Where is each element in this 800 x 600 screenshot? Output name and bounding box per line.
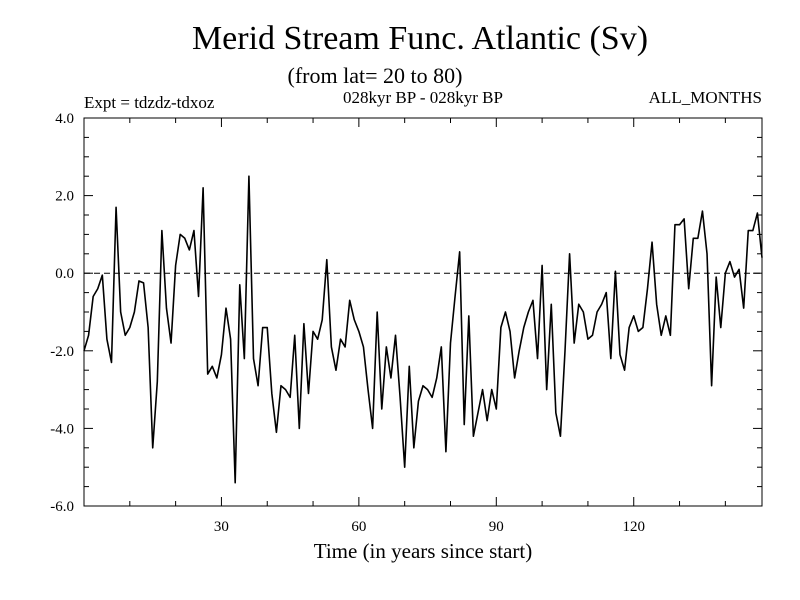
y-tick-label: 2.0 <box>55 189 74 205</box>
period-label: 028kyr BP - 028kyr BP <box>343 88 503 107</box>
x-tick-label: 30 <box>214 519 229 535</box>
y-tick-label: 0.0 <box>55 266 74 282</box>
chart-title: Merid Stream Func. Atlantic (Sv) <box>192 20 648 57</box>
months-label: ALL_MONTHS <box>649 88 762 107</box>
x-tick-label: 90 <box>489 519 504 535</box>
y-tick-label: -4.0 <box>50 421 74 437</box>
chart-subtitle: (from lat= 20 to 80) <box>288 63 463 88</box>
data-series-line <box>83 175 763 484</box>
plot-frame <box>83 117 763 507</box>
y-tick-label: 4.0 <box>55 111 74 127</box>
x-tick-label: 60 <box>351 519 366 535</box>
y-tick-label: -6.0 <box>50 499 74 515</box>
y-tick-label: -2.0 <box>50 344 74 360</box>
x-tick-label: 120 <box>622 519 645 535</box>
x-axis-title: Time (in years since start) <box>314 539 533 563</box>
expt-label: Expt = tdzdz-tdxoz <box>84 93 215 112</box>
